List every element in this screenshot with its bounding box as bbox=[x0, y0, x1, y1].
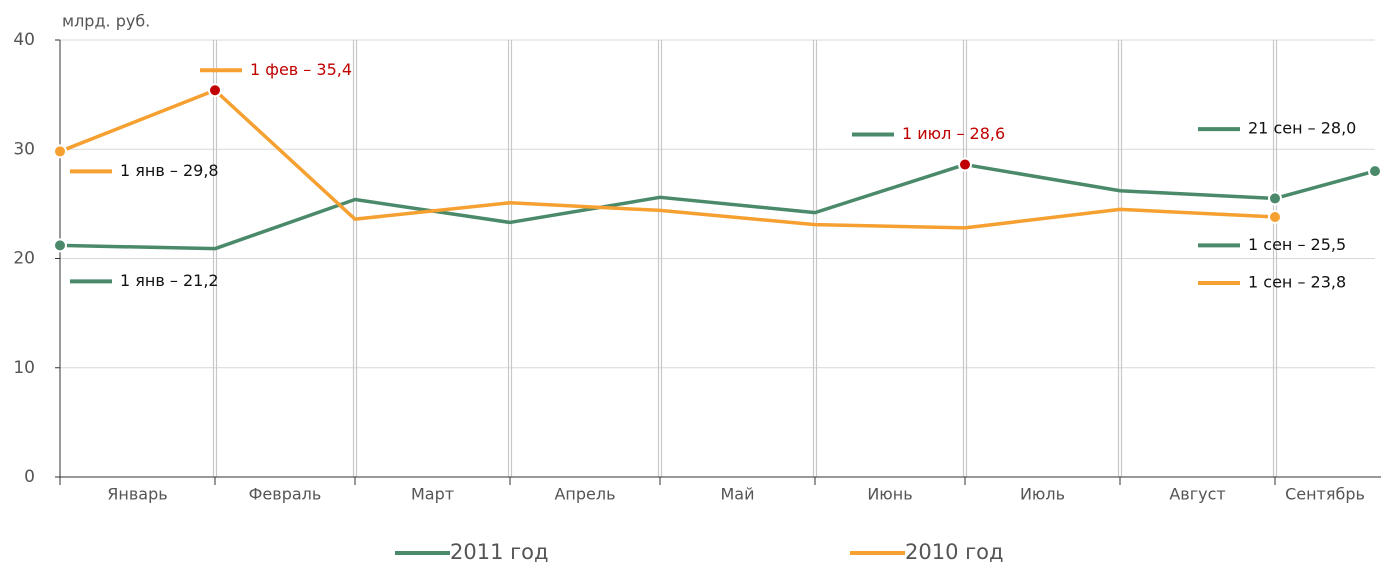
series-line bbox=[59, 162, 1376, 251]
annotation: 1 янв – 21,2 bbox=[120, 271, 219, 290]
annotation: 1 сен – 23,8 bbox=[1248, 272, 1346, 291]
annotation: 1 сен – 25,5 bbox=[1248, 235, 1346, 254]
x-tick-label: Январь bbox=[107, 485, 167, 504]
point-marker bbox=[208, 83, 222, 98]
x-tick-label: Июнь bbox=[867, 485, 912, 504]
y-tick-label: 40 bbox=[13, 30, 35, 50]
point-marker bbox=[1268, 209, 1282, 224]
y-unit: млрд. руб. bbox=[62, 12, 150, 31]
x-tick-label: Март bbox=[411, 485, 454, 504]
point-marker bbox=[1268, 191, 1282, 206]
annotation: 21 сен – 28,0 bbox=[1248, 119, 1356, 138]
point-marker bbox=[53, 144, 67, 159]
x-tick-label: Сентябрь bbox=[1285, 485, 1365, 504]
annotation: 1 фев – 35,4 bbox=[250, 60, 352, 79]
y-tick-label: 30 bbox=[13, 139, 35, 159]
x-tick-label: Февраль bbox=[249, 485, 322, 504]
point-marker bbox=[53, 238, 67, 253]
y-tick-label: 20 bbox=[13, 249, 35, 269]
legend-label: 2011 год bbox=[450, 540, 549, 564]
annotation: 1 июл – 28,6 bbox=[902, 124, 1005, 143]
annotation: 1 янв – 29,8 bbox=[120, 161, 219, 180]
x-tick-label: Май bbox=[720, 485, 754, 504]
x-tick-label: Апрель bbox=[554, 485, 615, 504]
y-tick-label: 10 bbox=[13, 358, 35, 378]
series-line bbox=[59, 88, 1276, 230]
x-tick-label: Июль bbox=[1020, 485, 1065, 504]
y-tick-label: 0 bbox=[24, 467, 35, 487]
x-tick-label: Август bbox=[1169, 485, 1225, 504]
point-marker bbox=[958, 157, 972, 172]
point-marker bbox=[1368, 164, 1381, 179]
legend-label: 2010 год bbox=[905, 540, 1004, 564]
